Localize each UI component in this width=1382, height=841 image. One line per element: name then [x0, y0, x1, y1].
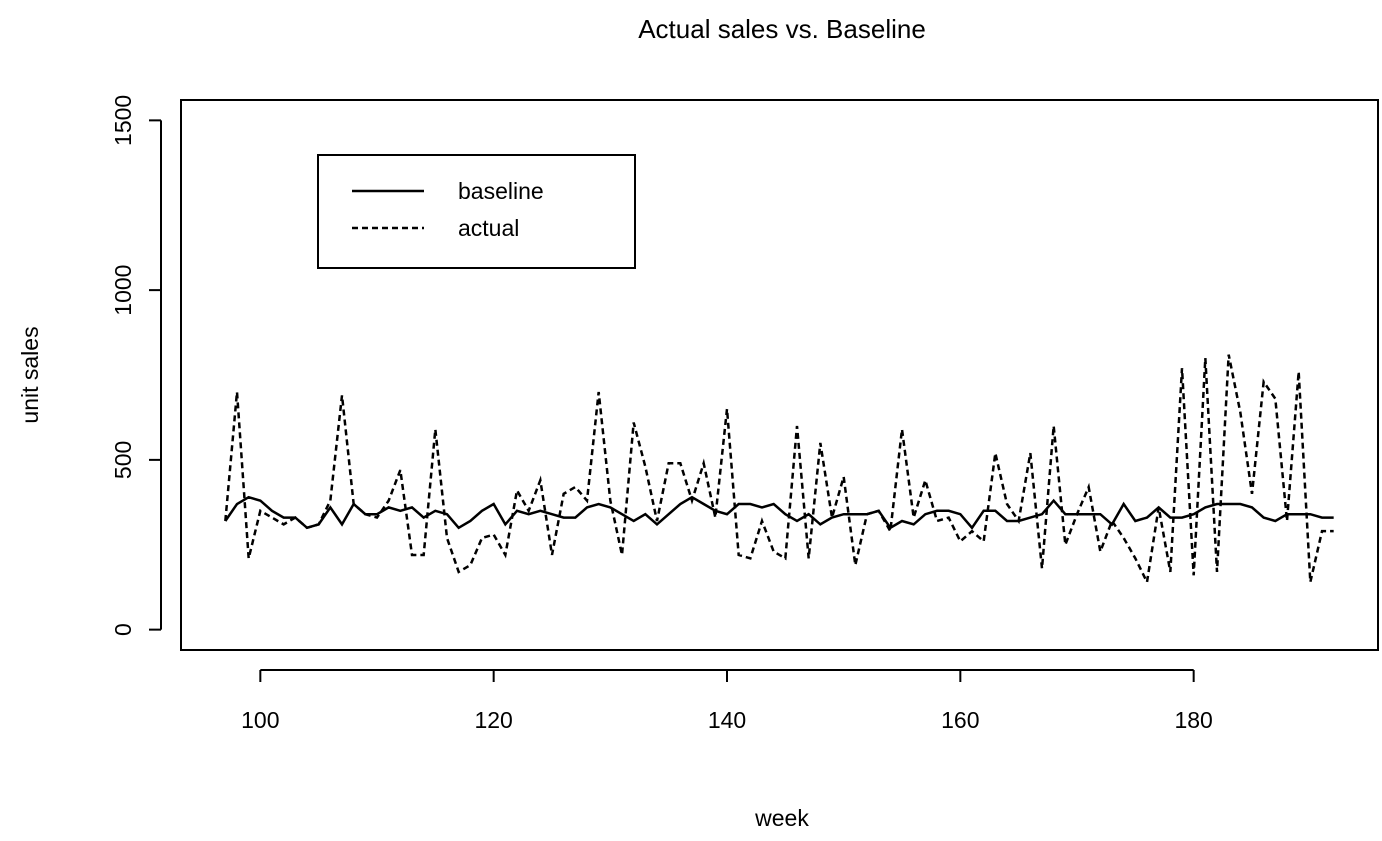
x-tick-label: 100: [241, 707, 279, 733]
legend-box: [317, 154, 636, 269]
legend-label: actual: [458, 215, 519, 241]
legend-label: baseline: [458, 178, 544, 204]
y-tick-label: 1500: [110, 95, 136, 146]
y-axis-label: unit sales: [17, 326, 43, 423]
x-axis-label: week: [754, 805, 809, 831]
series-line: [224, 354, 1334, 587]
y-tick-label: 500: [110, 441, 136, 479]
series-line: [224, 495, 1334, 530]
plot-frame: [180, 99, 1379, 651]
x-tick-label: 140: [708, 707, 746, 733]
chart-title: Actual sales vs. Baseline: [638, 14, 926, 44]
x-tick-label: 120: [474, 707, 512, 733]
x-tick-label: 180: [1174, 707, 1212, 733]
x-tick-label: 160: [941, 707, 979, 733]
y-tick-label: 0: [110, 623, 136, 636]
y-tick-label: 1000: [110, 265, 136, 316]
